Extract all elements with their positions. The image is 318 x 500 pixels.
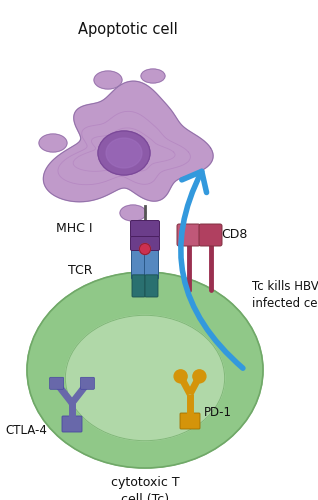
FancyBboxPatch shape (130, 220, 160, 238)
Ellipse shape (66, 316, 225, 440)
FancyBboxPatch shape (132, 246, 146, 280)
FancyBboxPatch shape (80, 378, 94, 390)
Text: CTLA-4: CTLA-4 (5, 424, 47, 436)
FancyBboxPatch shape (180, 413, 200, 429)
Ellipse shape (106, 138, 142, 168)
Circle shape (193, 370, 206, 383)
Text: MHC I: MHC I (57, 222, 93, 235)
FancyBboxPatch shape (144, 246, 158, 280)
Text: PD-1: PD-1 (204, 406, 232, 418)
Circle shape (140, 244, 150, 254)
Text: cytotoxic T
cell (Tc): cytotoxic T cell (Tc) (111, 476, 179, 500)
Ellipse shape (141, 69, 165, 83)
FancyBboxPatch shape (132, 275, 145, 297)
Ellipse shape (27, 272, 263, 468)
Polygon shape (43, 81, 213, 202)
FancyBboxPatch shape (177, 224, 200, 246)
FancyBboxPatch shape (50, 378, 64, 390)
FancyBboxPatch shape (199, 224, 222, 246)
Ellipse shape (94, 71, 122, 89)
Text: CD8: CD8 (221, 228, 247, 241)
FancyBboxPatch shape (130, 236, 160, 250)
Text: Apoptotic cell: Apoptotic cell (78, 22, 178, 37)
Ellipse shape (120, 205, 146, 221)
Circle shape (174, 370, 187, 383)
Text: TCR: TCR (68, 264, 93, 276)
Ellipse shape (98, 131, 150, 175)
Ellipse shape (39, 134, 67, 152)
FancyArrowPatch shape (181, 172, 243, 368)
FancyBboxPatch shape (62, 416, 82, 432)
FancyBboxPatch shape (145, 275, 158, 297)
Text: Tc kills HBV
infected cell: Tc kills HBV infected cell (252, 280, 318, 310)
